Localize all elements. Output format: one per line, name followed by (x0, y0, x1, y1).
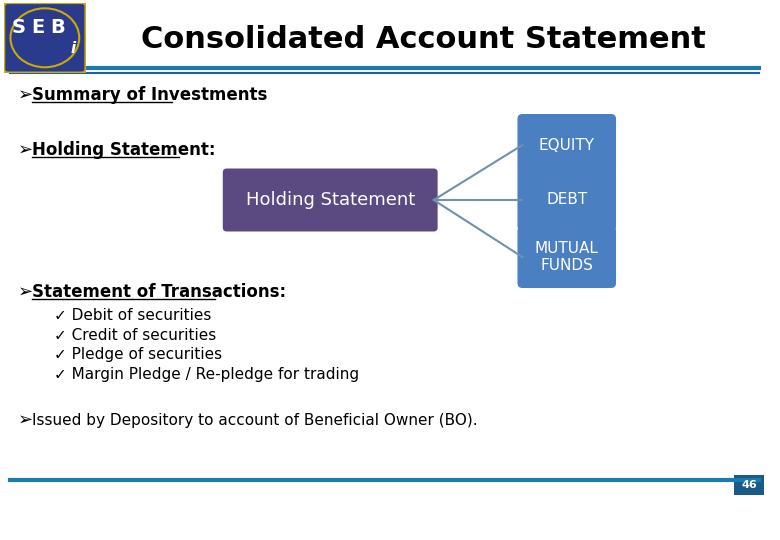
Text: ➢: ➢ (18, 283, 33, 301)
FancyBboxPatch shape (517, 169, 616, 231)
Text: Holding Statement:: Holding Statement: (31, 141, 215, 159)
Text: Issued by Depository to account of Beneficial Owner (BO).: Issued by Depository to account of Benef… (31, 413, 477, 428)
Text: ✓ Pledge of securities: ✓ Pledge of securities (55, 348, 222, 362)
Text: Consolidated Account Statement: Consolidated Account Statement (141, 25, 706, 55)
Text: ✓ Debit of securities: ✓ Debit of securities (55, 307, 211, 322)
Text: ✓ Credit of securities: ✓ Credit of securities (55, 327, 217, 342)
Text: i: i (71, 41, 76, 56)
FancyBboxPatch shape (734, 475, 764, 495)
FancyBboxPatch shape (4, 3, 86, 73)
Text: Statement of Transactions:: Statement of Transactions: (31, 283, 285, 301)
Text: S: S (12, 18, 26, 37)
Text: Holding Statement: Holding Statement (246, 191, 415, 209)
Text: DEBT: DEBT (546, 192, 587, 207)
Text: ✓ Margin Pledge / Re-pledge for trading: ✓ Margin Pledge / Re-pledge for trading (55, 368, 360, 382)
FancyBboxPatch shape (223, 168, 438, 232)
FancyBboxPatch shape (517, 114, 616, 176)
Text: MUTUAL
FUNDS: MUTUAL FUNDS (535, 241, 599, 273)
Text: EQUITY: EQUITY (539, 138, 595, 152)
Text: ➢: ➢ (18, 411, 33, 429)
FancyBboxPatch shape (517, 226, 616, 288)
Text: Summary of Investments: Summary of Investments (31, 86, 267, 104)
Text: ➢: ➢ (18, 141, 33, 159)
Text: B: B (50, 18, 65, 37)
Text: ➢: ➢ (18, 86, 33, 104)
Text: E: E (32, 18, 45, 37)
Text: 46: 46 (741, 480, 757, 490)
